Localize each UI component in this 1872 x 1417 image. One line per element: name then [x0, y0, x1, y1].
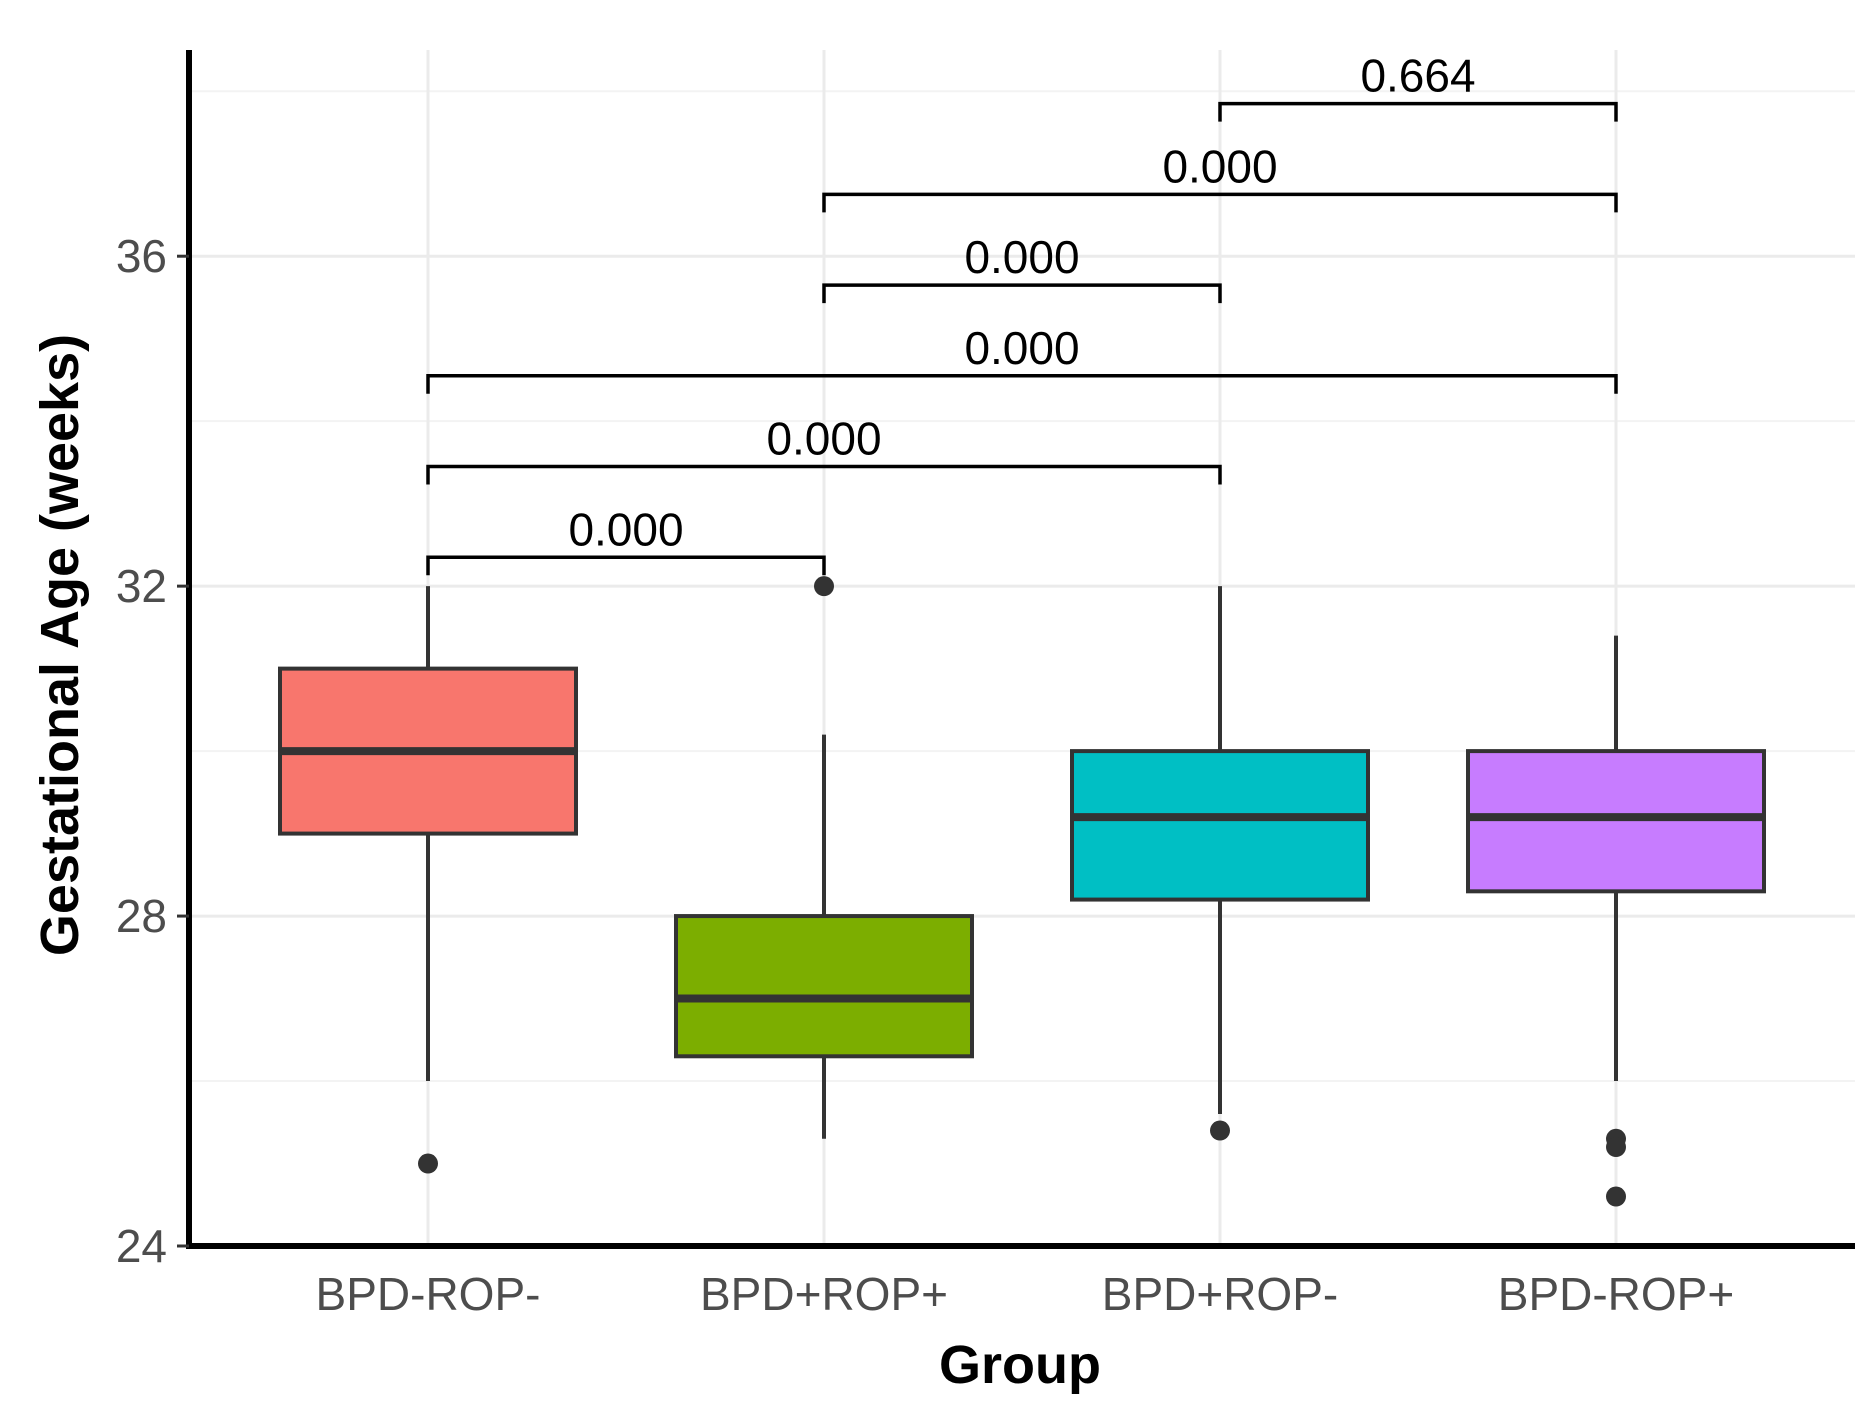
box-bpdposroppos-iqr-box: [674, 914, 974, 1059]
p-value-label: 0.000: [568, 503, 683, 555]
x-tick-label: BPD+ROP-: [1102, 1268, 1338, 1320]
p-value-label: 0.000: [1162, 140, 1277, 192]
comparison-bracket: [426, 555, 826, 576]
axes: [186, 50, 1855, 1249]
y-tick-label: 24: [116, 1220, 167, 1272]
comparison-bracket: [822, 283, 1222, 304]
y-tick-label: 32: [116, 560, 167, 612]
y-axis-title: Gestational Age (weeks): [30, 334, 90, 956]
x-tick-label: BPD-ROP+: [1498, 1268, 1734, 1320]
box-bpdnegroppos-iqr-box: [1466, 749, 1766, 894]
x-tick-label: BPD+ROP+: [700, 1268, 948, 1320]
box-bpdposroppos-outlier-point: [814, 576, 834, 597]
y-tick-label: 36: [116, 230, 167, 282]
comparison-bracket: [1218, 101, 1618, 122]
box-bpdnegropneg-outlier-point: [418, 1153, 438, 1174]
box-bpdnegroppos-outlier-point: [1606, 1137, 1626, 1158]
x-axis-title: Group: [939, 1335, 1101, 1395]
p-value-label: 0.000: [766, 413, 881, 465]
p-value-label: 0.664: [1360, 50, 1475, 102]
comparison-bracket: [426, 374, 1618, 394]
comparison-bracket: [822, 192, 1618, 213]
comparison-bracket: [426, 464, 1222, 485]
boxes: [278, 576, 1766, 1207]
comparison-brackets: 0.000 0.000 0.000 0.000 0.000 0.664: [426, 50, 1618, 576]
p-value-label: 0.000: [964, 322, 1079, 374]
y-tick-label: 28: [116, 890, 167, 942]
x-tick-label: BPD-ROP-: [316, 1268, 541, 1320]
tick-labels: 24 28 32 36 BPD-ROP- BPD+ROP+ BPD+ROP- BPD-ROP+: [116, 230, 1734, 1320]
box-bpdposropneg-iqr-box: [1070, 749, 1370, 902]
box-bpdnegroppos-outlier-point: [1606, 1186, 1626, 1207]
box-bpdposropneg-outlier-point: [1210, 1120, 1230, 1141]
grid: [189, 50, 1855, 1248]
p-value-label: 0.000: [964, 231, 1079, 283]
